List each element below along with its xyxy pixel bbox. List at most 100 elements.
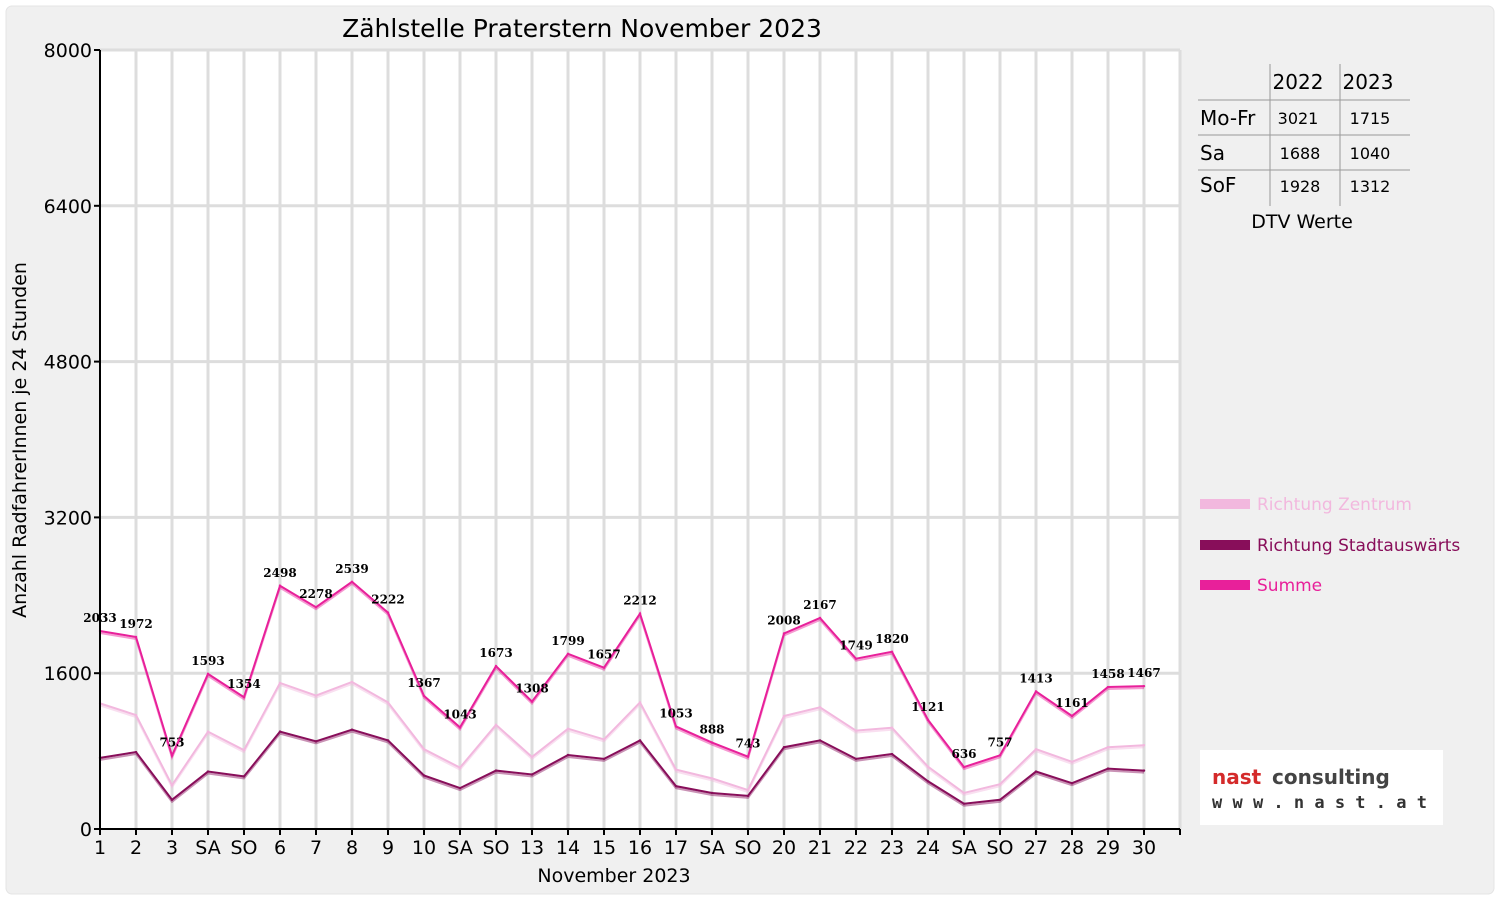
dtv-cell: 1928	[1280, 177, 1321, 196]
series-point	[386, 611, 390, 614]
x-tick-label: SO	[734, 837, 761, 859]
legend-label-stadtauswaerts: Richtung Stadtauswärts	[1257, 536, 1460, 556]
series-point	[566, 753, 570, 757]
x-tick-label: 20	[772, 837, 796, 859]
data-label: 1673	[479, 646, 512, 660]
y-tick-label: 1600	[44, 663, 92, 685]
series-point	[386, 739, 390, 742]
series-point	[242, 695, 246, 699]
series-point	[170, 798, 174, 801]
x-tick-label: 6	[274, 837, 286, 859]
series-point	[350, 580, 354, 583]
data-label: 1413	[1019, 671, 1052, 685]
series-point	[854, 657, 858, 660]
logo-box	[1200, 750, 1443, 825]
series-point	[134, 750, 138, 754]
dtv-cell: 3021	[1278, 109, 1319, 128]
series-point	[1106, 746, 1110, 749]
series-point	[638, 739, 642, 742]
series-point	[782, 714, 786, 718]
series-point	[386, 701, 390, 704]
y-tick-label: 3200	[44, 507, 92, 529]
series-point	[314, 740, 318, 743]
series-point	[962, 765, 966, 769]
series-point	[1142, 769, 1146, 772]
series-point	[530, 700, 534, 703]
data-label: 757	[987, 735, 1012, 749]
series-point	[998, 754, 1002, 757]
series-point	[530, 773, 534, 776]
series-point	[314, 694, 318, 697]
series-point	[602, 738, 606, 741]
series-point	[746, 755, 750, 758]
data-label: 1121	[911, 700, 944, 714]
series-point	[674, 768, 678, 771]
series-point	[674, 784, 678, 788]
x-tick-labels: 1 2 3 SA SO 6 7 8 9 10 SA SO 13 14 15 16 17 SA SO 20 21 22 23 2…	[94, 837, 1156, 859]
dtv-table: 2022 2023 Mo-Fr 3021 1715 Sa 1688 1040 S…	[1198, 64, 1410, 233]
x-tick-label: 2	[130, 837, 142, 859]
series-point	[710, 777, 714, 780]
y-tick-label: 6400	[44, 196, 92, 218]
series-point	[1142, 684, 1146, 688]
logo-url: w w w . n a s t . a t	[1212, 793, 1427, 813]
series-point	[926, 780, 930, 783]
dtv-row-label: Mo-Fr	[1200, 106, 1256, 130]
x-tick-label: 27	[1024, 837, 1048, 859]
data-label: 636	[951, 747, 976, 761]
x-tick-label: 13	[520, 837, 544, 859]
x-tick-label: 3	[166, 837, 178, 859]
logo-word-consulting: consulting	[1272, 765, 1390, 789]
x-tick-label: 24	[916, 837, 940, 859]
data-label: 1161	[1055, 696, 1088, 710]
x-tick-label: SA	[195, 837, 220, 859]
data-label: 1820	[875, 632, 908, 646]
grid-lines	[100, 48, 1182, 829]
x-tick-label: 29	[1096, 837, 1120, 859]
series-point	[1034, 770, 1038, 773]
data-label: 2539	[335, 562, 368, 576]
series-point	[206, 770, 210, 773]
data-label: 1367	[407, 676, 440, 690]
x-tick-label: 17	[664, 837, 688, 859]
data-label: 1749	[839, 639, 872, 653]
x-tick-label: SA	[447, 837, 472, 859]
data-label: 1593	[191, 654, 224, 668]
x-tick-label: 10	[412, 837, 436, 859]
series-point	[1070, 714, 1074, 718]
series-point	[602, 757, 606, 761]
series-point	[566, 652, 570, 656]
legend: Richtung Zentrum Richtung Stadtauswärts …	[1200, 495, 1460, 596]
x-axis-title: November 2023	[537, 865, 690, 887]
chart-title: Zählstelle Praterstern November 2023	[342, 14, 822, 43]
data-label: 2008	[767, 613, 800, 627]
series-point	[746, 788, 750, 792]
legend-label-zentrum: Richtung Zentrum	[1257, 495, 1412, 515]
x-tick-label: 7	[310, 837, 322, 859]
series-point	[890, 752, 894, 756]
series-point	[206, 672, 210, 676]
series-point	[278, 681, 282, 685]
legend-swatch-stadtauswaerts	[1200, 540, 1250, 550]
series-point	[458, 726, 462, 729]
series-point	[278, 730, 282, 733]
data-label: 2222	[371, 593, 404, 607]
series-point	[890, 726, 894, 729]
series-point	[818, 706, 822, 709]
series-point	[998, 783, 1002, 786]
dtv-row-label: Sa	[1200, 141, 1225, 165]
series-point	[494, 769, 498, 772]
dtv-row-label: SoF	[1200, 173, 1236, 197]
x-tick-label: 21	[808, 837, 832, 859]
series-point	[350, 728, 354, 731]
data-label: 2278	[299, 587, 332, 601]
series-point	[134, 635, 138, 639]
series-point	[854, 757, 858, 761]
series-point	[1034, 690, 1038, 693]
x-tick-label: 16	[628, 837, 652, 859]
series-point	[458, 786, 462, 790]
series-point	[782, 632, 786, 635]
x-tick-label: SO	[986, 837, 1013, 859]
